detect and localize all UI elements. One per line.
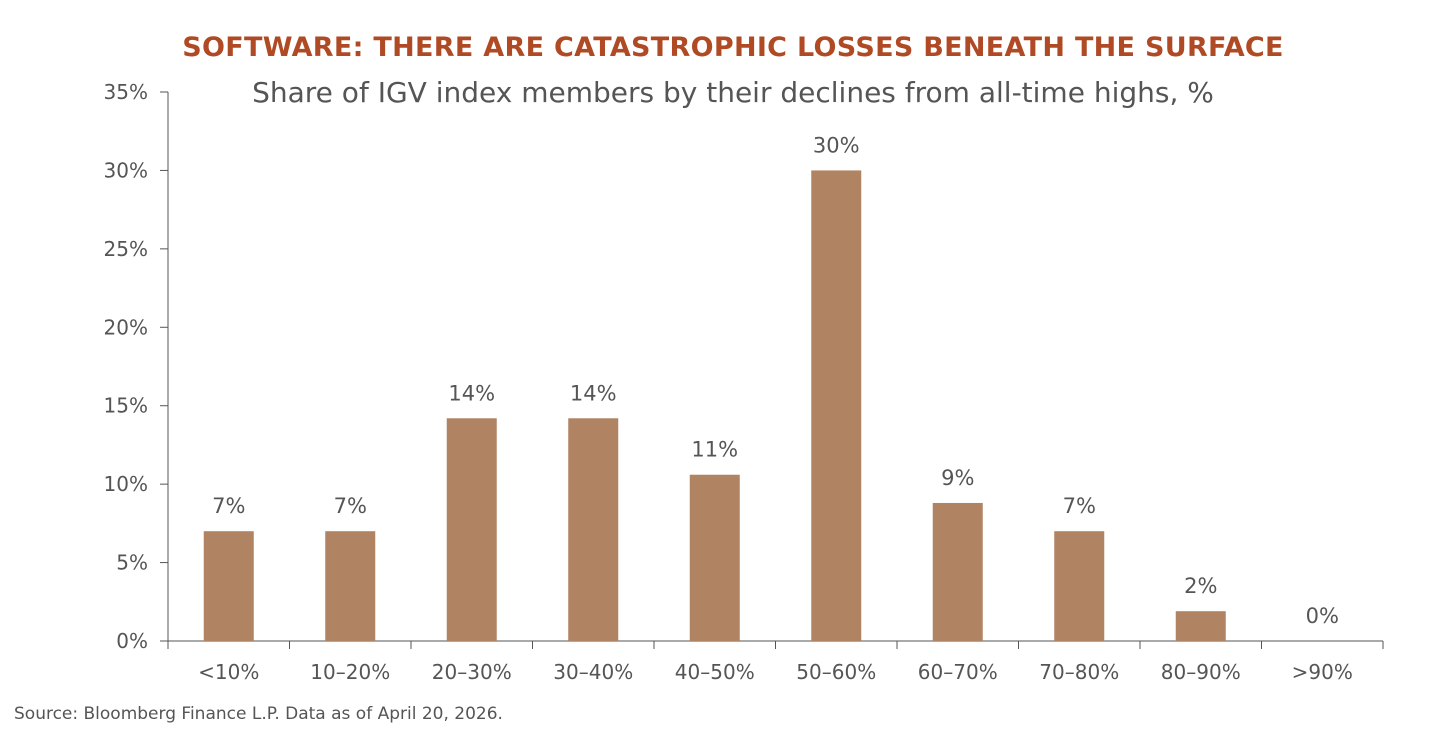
data-label: 11%: [691, 438, 738, 462]
data-label: 14%: [570, 381, 617, 405]
y-tick-label: 30%: [104, 158, 148, 182]
y-axis: 0% 5% 10% 15% 20% 25% 30% 35%: [104, 80, 169, 653]
x-tick-label: 50–60%: [796, 660, 876, 684]
data-label: 14%: [448, 381, 495, 405]
x-tick-label: 20–30%: [432, 660, 512, 684]
bar: [1054, 531, 1105, 641]
x-tick-label: 10–20%: [310, 660, 390, 684]
chart-subtitle: Share of IGV index members by their decl…: [252, 76, 1214, 109]
data-label: 7%: [212, 494, 245, 518]
x-tick-label: <10%: [198, 660, 259, 684]
data-labels: 7% 7% 14% 14% 11% 30% 9% 7% 2% 0%: [212, 133, 1339, 628]
data-label: 30%: [813, 133, 860, 157]
x-tick-label: 40–50%: [675, 660, 755, 684]
data-label: 0%: [1306, 604, 1339, 628]
source-note: Source: Bloomberg Finance L.P. Data as o…: [14, 704, 503, 724]
bar: [1175, 611, 1226, 641]
y-tick-label: 0%: [116, 629, 148, 653]
y-tick-label: 25%: [104, 237, 148, 261]
chart-title: SOFTWARE: THERE ARE CATASTROPHIC LOSSES …: [182, 32, 1284, 63]
bar: [325, 531, 376, 641]
data-label: 7%: [334, 494, 367, 518]
bar: [932, 502, 983, 641]
y-tick-label: 10%: [104, 472, 148, 496]
y-tick-label: 15%: [104, 394, 148, 418]
y-tick-label: 20%: [104, 315, 148, 339]
data-label: 2%: [1184, 574, 1217, 598]
bar: [446, 418, 497, 641]
bar: [568, 418, 619, 641]
bar-chart: 0% 5% 10% 15% 20% 25% 30% 35% <10% 10–20% 20–30% 3…: [104, 80, 1384, 684]
data-label: 7%: [1063, 494, 1096, 518]
data-label: 9%: [941, 466, 974, 490]
bars: [203, 170, 1226, 641]
y-tick-label: 35%: [104, 80, 148, 104]
x-tick-label: 30–40%: [553, 660, 633, 684]
x-axis: <10% 10–20% 20–30% 30–40% 40–50% 50–60% 60–70%…: [167, 640, 1384, 684]
bar: [689, 474, 740, 641]
x-tick-label: 70–80%: [1039, 660, 1119, 684]
bar: [811, 170, 862, 641]
y-tick-label: 5%: [116, 551, 148, 575]
x-tick-label: >90%: [1292, 660, 1353, 684]
x-tick-label: 80–90%: [1161, 660, 1241, 684]
x-tick-label: 60–70%: [918, 660, 998, 684]
bar: [203, 531, 254, 641]
